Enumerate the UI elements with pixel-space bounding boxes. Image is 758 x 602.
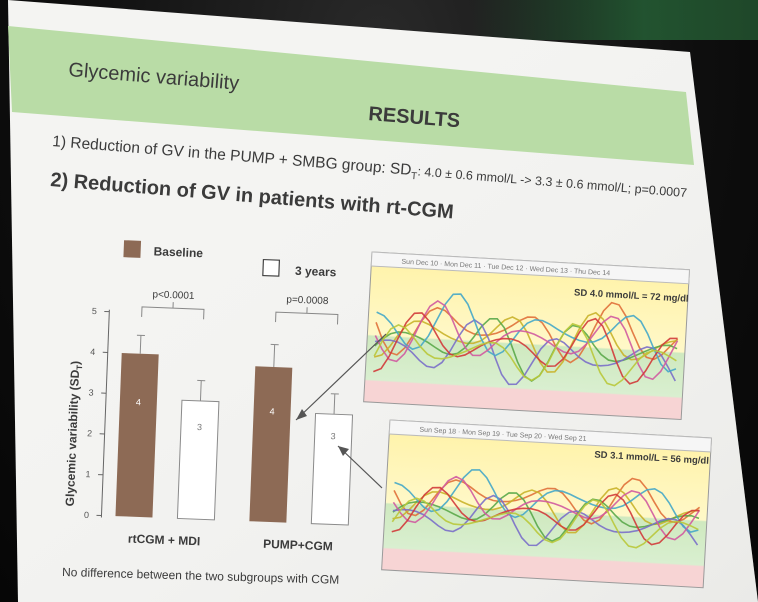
glucose-trace: [374, 318, 676, 386]
category-label: rtCGM + MDI: [128, 532, 201, 549]
glucose-trace: [373, 322, 677, 387]
glucose-trace: [374, 299, 679, 381]
glucose-trace: [391, 497, 699, 549]
error-bar: [273, 344, 276, 368]
p-value: p=0.0008: [286, 294, 329, 307]
cgm-panel-1: Sun Dec 10 · Mon Dec 11 · Tue Dec 12 · W…: [363, 251, 691, 421]
glucose-trace: [392, 475, 701, 541]
arrow-baseline: [295, 333, 387, 421]
bar-1-0: [176, 399, 220, 521]
bar-0-0: [115, 352, 159, 518]
y-tick-label: 2: [87, 428, 92, 438]
bar-value-label: 4: [269, 406, 274, 416]
p-value: p<0.0001: [152, 289, 195, 302]
legend-3years: 3 years: [295, 264, 337, 280]
legend-swatch-baseline: [123, 240, 142, 258]
bar-value-label: 4: [136, 397, 141, 407]
y-tick-label: 3: [88, 388, 93, 398]
bar-value-label: 3: [330, 431, 335, 441]
bar-value-label: 3: [197, 422, 202, 432]
glucose-trace: [373, 312, 678, 385]
glucose-trace: [375, 301, 679, 364]
y-tick-label: 4: [90, 347, 95, 357]
point1-subscript: T: [411, 171, 418, 182]
error-bar: [139, 335, 142, 354]
y-tick-label: 5: [92, 306, 97, 316]
glucose-trace: [392, 492, 700, 543]
cgm-panel-2: Sun Sep 18 · Mon Sep 19 · Tue Sep 20 · W…: [381, 419, 713, 589]
header-banner: [8, 26, 694, 165]
legend-swatch-3years: [262, 258, 281, 277]
y-axis: [100, 309, 110, 518]
y-tick-label: 0: [84, 510, 89, 520]
error-bar: [199, 380, 202, 401]
category-label: PUMP+CGM: [263, 537, 333, 554]
error-bar: [333, 393, 336, 415]
background-glow: [470, 0, 758, 40]
bar-0-1: [249, 366, 293, 523]
glucose-trace: [394, 469, 699, 534]
y-tick-label: 1: [85, 469, 90, 479]
glucose-trace: [376, 293, 677, 373]
legend-baseline: Baseline: [153, 244, 203, 260]
